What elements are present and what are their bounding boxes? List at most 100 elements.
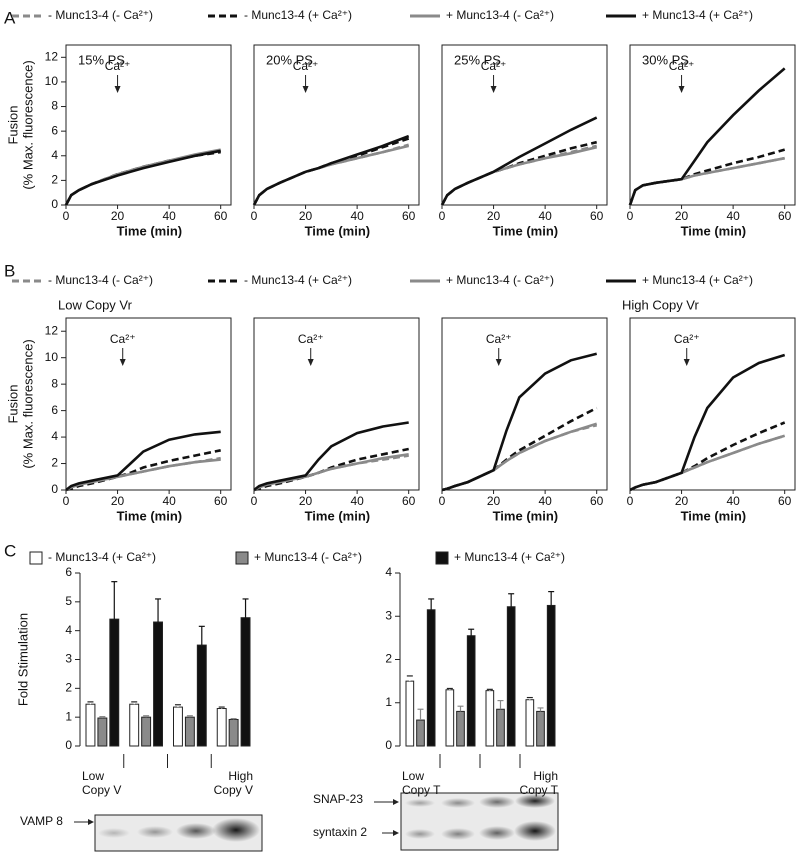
legend-swatch [235,551,249,565]
plot-frame [253,317,420,491]
annotation-arrowhead [307,359,314,366]
x-tick-label: High [533,769,558,783]
x-tick-label: 40 [350,494,364,508]
error-bar [497,699,504,710]
legend-label: - Munc13-4 (+ Ca²⁺) [244,8,352,22]
bar [506,606,516,747]
x-tick-label: 0 [627,209,634,223]
blot-label: syntaxin 2 [313,825,367,839]
bar [184,716,195,747]
series-line [440,144,598,206]
chart-title: 25% PS [454,52,501,67]
plot-frame [629,317,796,491]
y-tick-label: 2 [65,681,72,695]
y-tick-label: 4 [65,623,72,637]
x-tick-label: 40 [538,494,552,508]
annotation: Ca²⁺ [674,332,700,346]
x-tick-label: 60 [590,494,604,508]
x-axis-label: Time (min) [681,508,747,523]
x-tick-label: 0 [439,494,446,508]
x-tick-label: 0 [63,209,70,223]
series-line [440,116,598,206]
chart-title: 20% PS [266,52,313,67]
x-tick-label: 60 [590,209,604,223]
bar [546,604,556,747]
x-tick-label: 40 [162,209,176,223]
y-axis-label: (% Max. fluorescence) [20,339,35,468]
x-tick-label: 40 [538,209,552,223]
plot-frame [65,44,232,206]
legend-label: - Munc13-4 (+ Ca²⁺) [48,550,156,564]
series-line [441,422,598,492]
y-tick-label: 2 [385,652,392,666]
plot-frame [253,44,420,206]
y-axis-label: Fusion [5,105,20,144]
x-tick-label: Copy T [402,783,441,797]
series-line [628,67,786,206]
y-tick-label: 2 [51,456,58,470]
x-tick-label: 20 [299,209,313,223]
x-tick-label: 20 [675,209,689,223]
x-axis-label: Time (min) [681,223,747,238]
legend-label: + Munc13-4 (+ Ca²⁺) [642,273,753,287]
x-tick-label: 20 [487,209,501,223]
legend-label: + Munc13-4 (- Ca²⁺) [254,550,362,564]
series-line [253,421,409,492]
x-tick-label: 0 [63,494,70,508]
annotation: Ca²⁺ [293,59,319,73]
bar [240,617,251,747]
annotation-arrowhead [678,86,685,93]
x-tick-label: 60 [214,209,228,223]
series-line [629,353,786,492]
annotation: Ca²⁺ [105,59,131,73]
bar [228,718,239,747]
y-tick-label: 12 [45,323,59,337]
error-bar [406,675,413,682]
y-tick-label: 10 [45,74,59,88]
bar [153,621,163,747]
error-bar [99,715,106,719]
error-bar [537,707,544,712]
bar [416,719,425,747]
y-axis-label: Fold Stimulation [15,613,30,706]
error-bar [446,687,453,690]
bar [456,710,465,747]
blot-label: VAMP 8 [20,814,63,828]
series-line [65,430,221,492]
chart-title: Low Copy Vr [58,297,133,312]
series-line [628,156,785,206]
x-tick-label: Low [402,769,424,783]
y-tick-label: 2 [51,173,58,187]
plot-frame [65,317,232,491]
x-tick-label: 0 [627,494,634,508]
y-tick-label: 0 [65,738,72,752]
x-tick-label: Low [82,769,104,783]
error-bar [131,701,138,705]
y-axis-label: Fusion [5,384,20,423]
y-tick-label: 8 [51,376,58,390]
bar [536,710,545,747]
annotation: Ca²⁺ [486,332,512,346]
bar [466,635,476,747]
x-tick-label: 0 [251,494,258,508]
x-tick-label: 60 [402,494,416,508]
blot-left: VAMP 8 [20,814,263,852]
chart-title: High Copy Vr [622,297,699,312]
bar [405,680,415,747]
annotation: Ca²⁺ [298,332,324,346]
annotation: Ca²⁺ [110,332,136,346]
x-tick-label: 20 [675,494,689,508]
series-line [65,458,221,492]
error-bar [468,628,475,636]
annotation-arrowhead [683,359,690,366]
legend-label: - Munc13-4 (- Ca²⁺) [48,8,153,22]
x-tick-label: 60 [778,494,792,508]
x-tick-label: 40 [726,209,740,223]
x-axis-label: Time (min) [117,508,183,523]
x-axis-label: Time (min) [493,223,559,238]
bar [496,708,505,747]
series-line [629,421,786,492]
error-bar [111,581,118,620]
bar [141,716,152,747]
